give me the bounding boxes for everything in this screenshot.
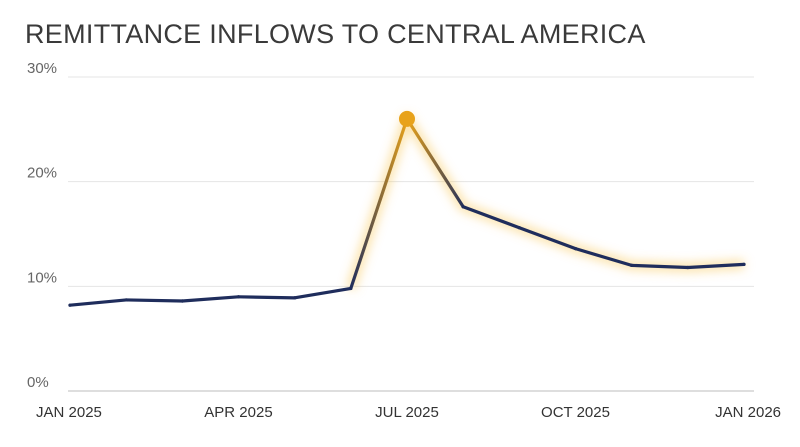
y-tick-label: 30%	[27, 60, 57, 77]
series-segment	[517, 226, 578, 251]
chart-title: REMITTANCE INFLOWS TO CENTRAL AMERICA	[25, 19, 646, 49]
x-axis-ticks: JAN 2025 APR 2025 JUL 2025 OCT 2025 JAN 2026	[36, 404, 781, 421]
highlight-marker-group	[399, 110, 415, 127]
series-segment	[686, 262, 746, 270]
data-point	[349, 286, 353, 291]
x-tick-label: JUL 2025	[375, 404, 439, 421]
series-segment	[349, 117, 409, 291]
data-point	[293, 296, 297, 300]
series-line-group	[68, 117, 746, 307]
series-segment	[180, 295, 241, 303]
data-point	[573, 247, 578, 251]
series-segment	[573, 247, 634, 267]
x-tick-label: OCT 2025	[541, 404, 610, 421]
y-tick-label: 10%	[27, 269, 57, 286]
data-point	[517, 226, 521, 230]
data-point	[630, 263, 634, 267]
x-tick-label: JAN 2025	[36, 404, 102, 421]
series-segment	[236, 295, 297, 300]
series-glow-path	[346, 114, 745, 290]
series-glow	[346, 114, 745, 290]
data-point	[686, 265, 690, 270]
x-tick-label: APR 2025	[204, 404, 272, 421]
series-segment	[630, 263, 690, 270]
series-segment	[293, 286, 353, 300]
peak-marker	[399, 110, 415, 127]
series-segment	[461, 205, 521, 230]
data-point	[236, 295, 241, 299]
series-segment	[405, 117, 465, 209]
y-tick-label: 20%	[27, 165, 57, 182]
data-point	[461, 205, 465, 209]
data-point	[124, 298, 128, 302]
data-point	[68, 303, 72, 307]
data-point	[742, 262, 746, 266]
x-tick-label: JAN 2026	[715, 404, 781, 421]
y-axis-ticks: 0% 10% 20% 30%	[27, 60, 57, 391]
data-point	[180, 299, 184, 303]
series-segment	[68, 298, 128, 307]
y-tick-label: 0%	[27, 374, 49, 391]
gridlines	[68, 76, 754, 392]
series-segment	[124, 298, 184, 303]
